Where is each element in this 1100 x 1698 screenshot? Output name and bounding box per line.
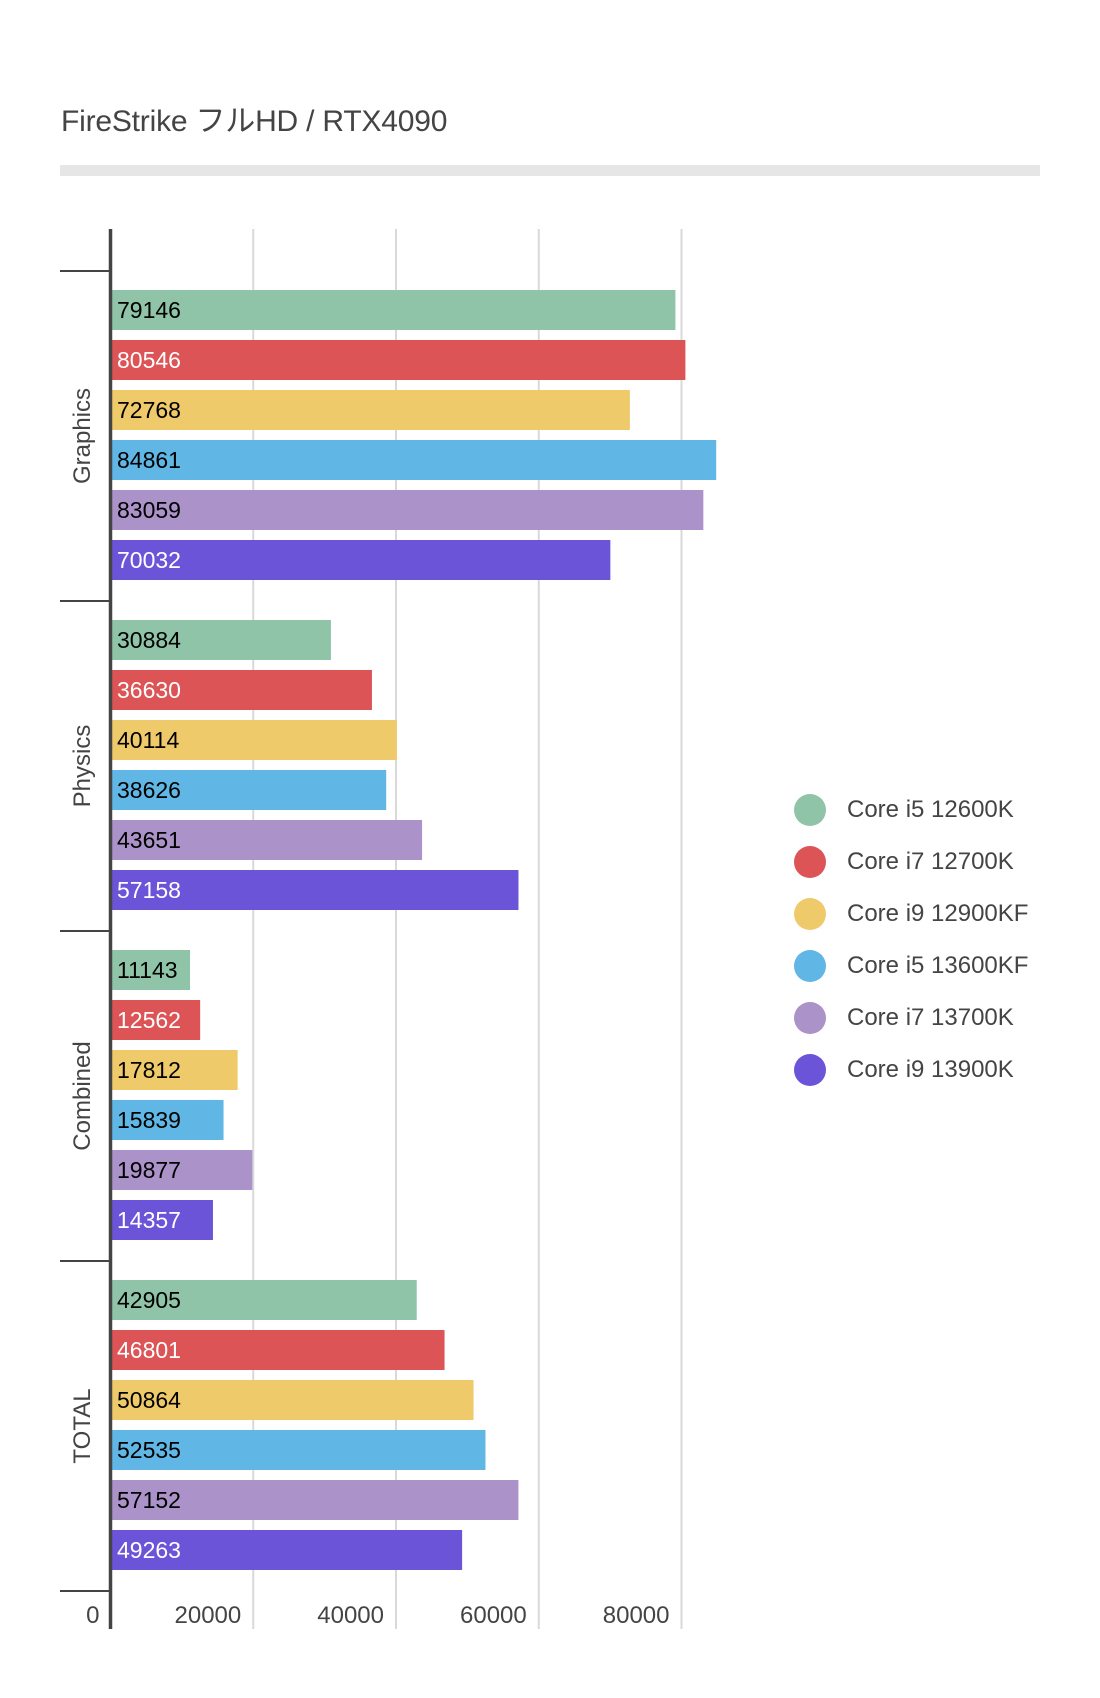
data-label: 38626	[117, 777, 181, 803]
axes	[60, 229, 113, 1629]
bar	[112, 490, 704, 530]
bar	[112, 1530, 463, 1570]
data-label: 46801	[117, 1337, 181, 1363]
bar	[112, 390, 630, 430]
bar	[112, 620, 331, 660]
data-label: 72768	[117, 397, 181, 423]
bar	[112, 870, 519, 910]
bar	[112, 720, 397, 760]
bar	[112, 1000, 201, 1040]
x-tick-label: 60000	[460, 1602, 527, 1629]
legend-swatch-icon	[794, 1054, 826, 1086]
x-tick-label: 40000	[317, 1602, 384, 1629]
x-tick-label: 0	[86, 1602, 99, 1629]
bar	[112, 1150, 253, 1190]
labels: 0 20000 40000 60000 80000 79146 80546 72768 8486…	[69, 297, 670, 1629]
legend-item: Core i9 12900KF	[794, 888, 1028, 940]
x-tick-label: 80000	[603, 1602, 670, 1629]
legend-label: Core i5 13600KF	[847, 952, 1029, 979]
legend-item: Core i5 13600KF	[794, 940, 1028, 992]
bar	[112, 1380, 474, 1420]
category-label: Graphics	[69, 388, 96, 484]
data-label: 49263	[117, 1537, 181, 1563]
data-label: 57152	[117, 1487, 181, 1513]
legend-label: Core i5 12600K	[847, 796, 1014, 823]
x-tick-label: 20000	[175, 1602, 242, 1629]
legend-swatch-icon	[794, 1002, 826, 1034]
bar	[112, 670, 372, 710]
data-label: 57158	[117, 877, 181, 903]
data-label: 50864	[117, 1387, 181, 1413]
data-label: 52535	[117, 1437, 181, 1463]
bar	[112, 1200, 213, 1240]
chart-title: FireStrike フルHD / RTX4090	[61, 105, 448, 138]
data-label: 40114	[117, 727, 179, 753]
bar	[112, 1330, 445, 1370]
data-label: 80546	[117, 347, 181, 373]
bar	[112, 440, 717, 480]
legend-label: Core i7 13700K	[847, 1004, 1014, 1031]
bar	[112, 1430, 486, 1470]
bar	[112, 340, 686, 380]
bars	[112, 290, 717, 1570]
legend-swatch-icon	[794, 794, 826, 826]
data-label: 43651	[117, 827, 181, 853]
data-label: 30884	[117, 627, 181, 653]
title-divider	[60, 165, 1040, 176]
legend-swatch-icon	[794, 950, 826, 982]
legend-item: Core i7 12700K	[794, 836, 1028, 888]
category-label: Combined	[69, 1041, 96, 1150]
legend-swatch-icon	[794, 898, 826, 930]
data-label: 14357	[117, 1207, 181, 1233]
bar	[112, 820, 423, 860]
data-label: 84861	[117, 447, 181, 473]
bar	[112, 1050, 238, 1090]
bar	[112, 770, 387, 810]
data-label: 11143	[117, 957, 178, 983]
data-label: 19877	[117, 1157, 181, 1183]
legend-label: Core i7 12700K	[847, 848, 1014, 875]
legend-item: Core i9 13900K	[794, 1044, 1028, 1096]
data-label: 42905	[117, 1287, 181, 1313]
data-label: 12562	[117, 1007, 181, 1033]
data-label: 70032	[117, 547, 181, 573]
legend-label: Core i9 13900K	[847, 1056, 1014, 1083]
data-label: 36630	[117, 677, 181, 703]
bar	[112, 290, 676, 330]
category-label: Physics	[69, 725, 96, 808]
legend-item: Core i5 12600K	[794, 784, 1028, 836]
legend-label: Core i9 12900KF	[847, 900, 1029, 927]
legend-swatch-icon	[794, 846, 826, 878]
bar	[112, 1100, 224, 1140]
bar	[112, 1480, 519, 1520]
category-label: TOTAL	[69, 1388, 96, 1463]
bar	[112, 540, 611, 580]
bar	[112, 950, 191, 990]
bar	[112, 1280, 417, 1320]
legend: Core i5 12600K Core i7 12700K Core i9 1290…	[794, 784, 1028, 1096]
data-label: 15839	[117, 1107, 181, 1133]
data-label: 17812	[117, 1057, 181, 1083]
legend-item: Core i7 13700K	[794, 992, 1028, 1044]
data-label: 79146	[117, 297, 181, 323]
data-label: 83059	[117, 497, 181, 523]
